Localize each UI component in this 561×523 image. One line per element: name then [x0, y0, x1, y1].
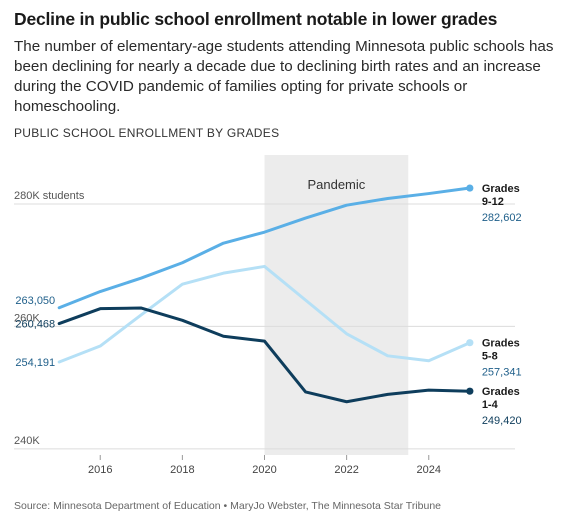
x-tick-label: 2022	[334, 464, 358, 476]
x-tick-label: 2018	[170, 464, 194, 476]
series-start-label: 260,468	[15, 319, 55, 331]
series-name-label: 5-8	[482, 351, 498, 363]
series-name-label: Grades	[482, 386, 520, 398]
chart-subtitle: The number of elementary-age students at…	[14, 38, 554, 115]
pandemic-label: Pandemic	[307, 177, 365, 192]
series-end-dot	[466, 339, 474, 347]
y-tick-label: 280K students	[14, 190, 85, 202]
series-start-label: 263,050	[15, 295, 55, 307]
series-end-dot	[466, 387, 474, 395]
x-axis-ticks: 2016 2018 2020 2022 2024	[88, 455, 441, 476]
chart-title: Decline in public school enrollment nota…	[14, 9, 498, 29]
chart-heading: PUBLIC SCHOOL ENROLLMENT BY GRADES	[14, 126, 280, 140]
shade-layer: Pandemic	[264, 155, 409, 455]
series-start-label: 254,191	[15, 357, 55, 369]
x-tick-label: 2020	[252, 464, 276, 476]
series-line	[57, 264, 472, 364]
series-end-dot	[466, 184, 474, 192]
series-end-label: 282,602	[482, 212, 522, 224]
series-line	[57, 186, 472, 310]
series-labels: 263,050Grades9-12282,602254,191Grades5-8…	[15, 183, 521, 427]
y-tick-label: 260K	[14, 312, 40, 324]
series-name-label: Grades	[482, 183, 520, 195]
series-line	[57, 306, 472, 404]
x-tick-label: 2016	[88, 464, 112, 476]
source-note: Source: Minnesota Department of Educatio…	[14, 500, 442, 512]
series-name-label: Grades	[482, 338, 520, 350]
series-end-label: 257,341	[482, 367, 522, 379]
y-tick-label: 240K	[14, 435, 40, 447]
series-name-label: 9-12	[482, 196, 504, 208]
series-name-label: 1-4	[482, 399, 499, 411]
pandemic-shade	[264, 155, 409, 455]
series-end-label: 249,420	[482, 415, 522, 427]
grid-layer: 240K 260K 280K students	[14, 190, 515, 450]
series-lines	[57, 184, 474, 404]
x-tick-label: 2024	[417, 464, 441, 476]
